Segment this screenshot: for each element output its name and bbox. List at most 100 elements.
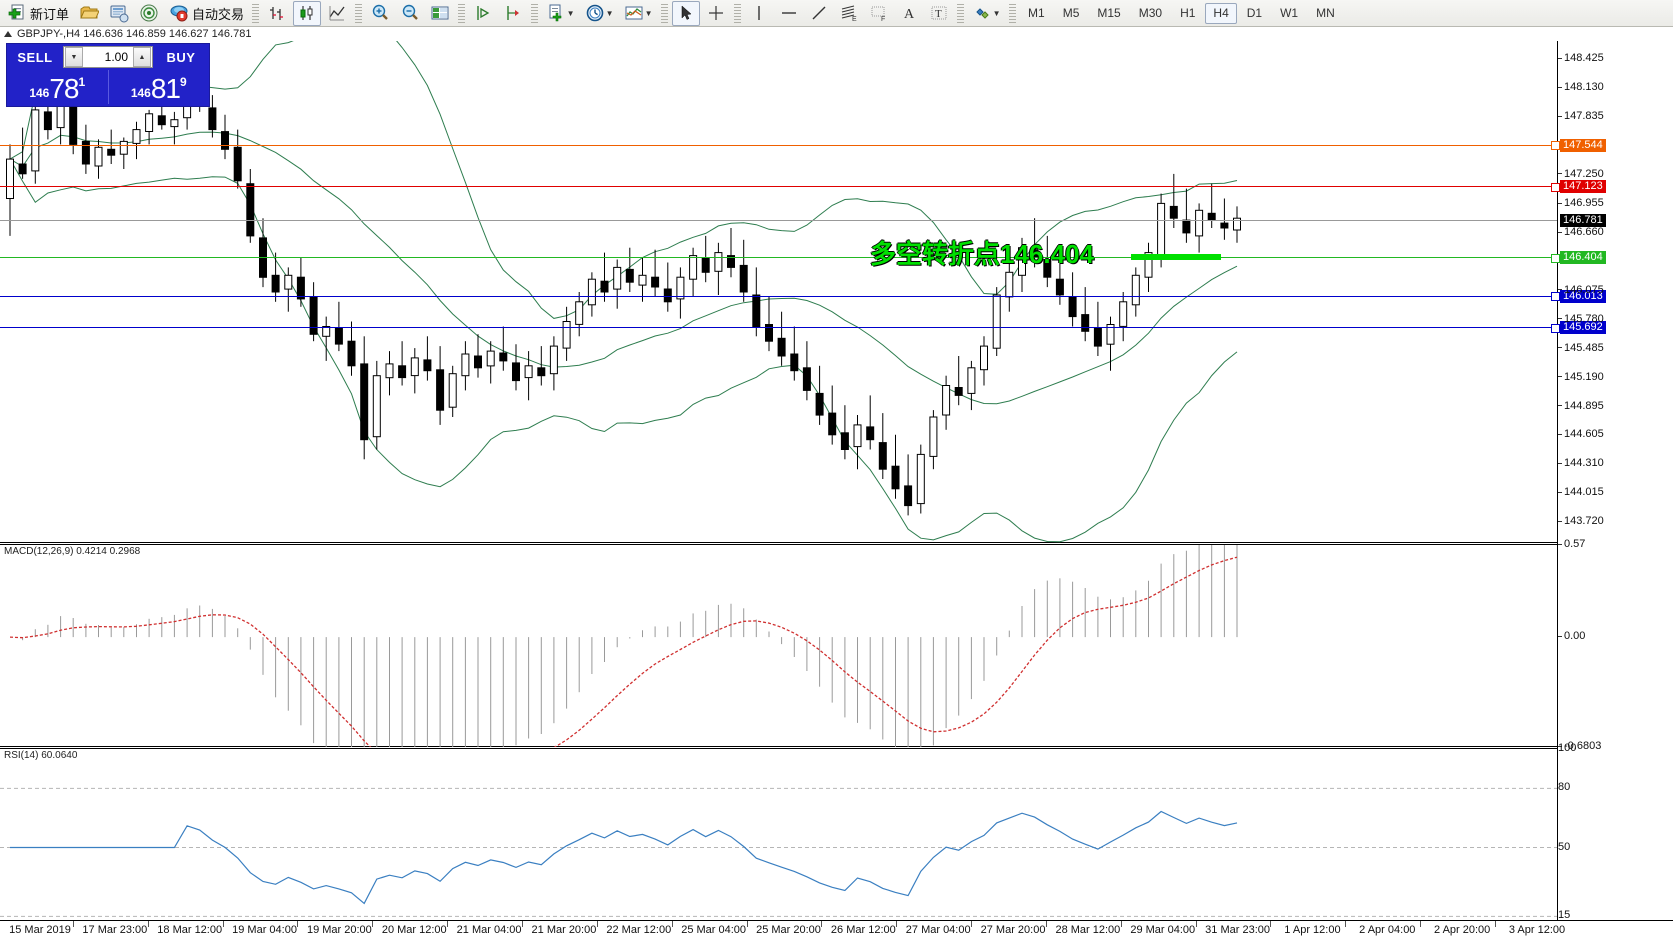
time-axis-label: 3 Apr 12:00 <box>1508 924 1566 936</box>
price-tick: 145.485 <box>1558 342 1604 354</box>
new-order-button[interactable]: 新订单 <box>3 1 73 26</box>
timeframe-mn[interactable]: MN <box>1316 5 1335 20</box>
text-button[interactable]: A <box>895 1 923 26</box>
price-tag-145.692[interactable]: 145.692 <box>1560 321 1606 335</box>
data-window-button[interactable] <box>426 1 454 26</box>
terminal-button[interactable] <box>105 1 133 26</box>
volume-increase-icon[interactable]: ▲ <box>133 47 151 67</box>
level-handle-146.404[interactable] <box>1551 253 1560 263</box>
sell-price[interactable]: 146 78 1 <box>7 70 109 104</box>
timeframe-m15[interactable]: M15 <box>1097 5 1121 20</box>
navigator-button[interactable] <box>135 1 163 26</box>
zoom-out-button[interactable] <box>396 1 424 26</box>
timeframe-m1[interactable]: M1 <box>1028 5 1045 20</box>
sell-button[interactable]: SELL <box>17 49 53 65</box>
buy-button[interactable]: BUY <box>166 49 196 65</box>
time-axis[interactable]: 15 Mar 2019 17 Mar 23:00 18 Mar 12:00 19 Ma… <box>0 920 1673 948</box>
shift-start-button[interactable] <box>469 1 497 26</box>
candlestick-chart-button[interactable] <box>293 0 322 26</box>
level-handle-145.692[interactable] <box>1551 323 1560 333</box>
level-line-146.013[interactable] <box>0 295 1557 297</box>
level-line-147.123[interactable] <box>0 186 1557 188</box>
svg-text:T: T <box>935 8 942 20</box>
timeframe-w1[interactable]: W1 <box>1280 5 1299 20</box>
text-label-button[interactable]: T <box>925 1 953 26</box>
one-click-trading-panel[interactable]: SELL ▼ 1.00 ▲ BUY 146 78 1 146 81 9 <box>6 43 210 107</box>
template-dropdown-arrow[interactable]: ▼ <box>566 8 575 18</box>
price-pane[interactable] <box>0 41 1557 543</box>
price-tag-146.013[interactable]: 146.013 <box>1560 289 1606 303</box>
macd-tick: -0.6803 <box>1558 740 1601 752</box>
crosshair-button[interactable] <box>702 1 730 26</box>
indicator-button[interactable]: ▼ <box>620 1 657 26</box>
level-line-147.544[interactable] <box>0 144 1557 146</box>
vertical-line-button[interactable] <box>745 1 773 26</box>
time-axis-label: 26 Mar 12:00 <box>830 924 896 936</box>
time-axis-label: 17 Mar 23:00 <box>82 924 148 936</box>
buy-price[interactable]: 146 81 9 <box>109 70 210 104</box>
period-button[interactable]: ▼ <box>581 1 618 26</box>
timeframe-d1[interactable]: D1 <box>1246 5 1263 20</box>
level-line-146.404[interactable] <box>0 257 1557 259</box>
volume-stepper[interactable]: ▼ 1.00 ▲ <box>63 46 153 68</box>
time-axis-tick <box>147 921 149 927</box>
timeframe-h1[interactable]: H1 <box>1180 5 1196 20</box>
level-handle-147.123[interactable] <box>1551 182 1560 192</box>
fibonacci-button[interactable]: E <box>835 1 863 26</box>
time-axis-label: 2 Apr 20:00 <box>1434 924 1491 936</box>
timeframe-m5[interactable]: M5 <box>1062 5 1080 20</box>
folder-button[interactable] <box>75 1 103 26</box>
price-tag-146.781[interactable]: 146.781 <box>1560 214 1606 227</box>
autotrading-button[interactable]: 自动交易 <box>165 1 248 26</box>
level-handle-147.544[interactable] <box>1551 141 1560 151</box>
price-tick: 146.660 <box>1558 226 1604 238</box>
price-tag-146.404[interactable]: 146.404 <box>1560 251 1606 265</box>
trendline-button[interactable] <box>805 1 833 26</box>
level-line-145.692[interactable] <box>0 327 1557 329</box>
timeframe-h4[interactable]: H4 <box>1205 2 1237 24</box>
chart-annotation-text: 多空转折点146.404 <box>870 239 1094 269</box>
buy-price-main: 81 <box>150 73 181 104</box>
bar-chart-button[interactable] <box>263 1 291 26</box>
cursor-button[interactable] <box>672 0 701 26</box>
candlestick-icon <box>297 3 317 23</box>
price-tick: 146.075 <box>1558 284 1604 296</box>
level-handle-146.013[interactable] <box>1551 292 1560 302</box>
zoom-in-icon <box>370 3 390 23</box>
indicator-dropdown-arrow[interactable]: ▼ <box>644 8 653 18</box>
collapse-triangle-icon[interactable] <box>4 31 12 37</box>
line-chart-icon <box>327 3 347 23</box>
main-toolbar: 新订单 <box>0 0 1673 27</box>
symbol-info-text: GBPJPY-,H4 146.636 146.859 146.627 146.7… <box>17 28 252 40</box>
objects-button[interactable]: ▼ <box>968 1 1005 26</box>
time-axis-label: 2 Apr 04:00 <box>1359 924 1416 936</box>
shift-end-button[interactable] <box>499 1 527 26</box>
price-tick: 148.130 <box>1558 81 1604 93</box>
time-axis-label: 20 Mar 12:00 <box>381 924 447 936</box>
objects-dropdown-arrow[interactable]: ▼ <box>992 8 1001 18</box>
time-axis-tick <box>746 921 748 927</box>
chart-window[interactable]: GBPJPY-,H4 146.636 146.859 146.627 146.7… <box>0 27 1673 951</box>
price-tick: 145.780 <box>1558 313 1604 325</box>
price-tick: 147.250 <box>1558 168 1604 180</box>
volume-value[interactable]: 1.00 <box>104 50 128 64</box>
template-button[interactable]: ▼ <box>542 1 579 26</box>
time-axis-label: 28 Mar 12:00 <box>1055 924 1121 936</box>
price-tick: 148.425 <box>1558 52 1604 64</box>
rsi-pane[interactable]: RSI(14) 60.0640 <box>0 748 1557 946</box>
price-tag-147.544[interactable]: 147.544 <box>1560 138 1606 152</box>
period-dropdown-arrow[interactable]: ▼ <box>605 8 614 18</box>
line-chart-button[interactable] <box>323 1 351 26</box>
price-tick-label: 148.425 <box>1564 52 1604 65</box>
macd-pane[interactable]: MACD(12,26,9) 0.4214 0.2968 <box>0 544 1557 747</box>
volume-decrease-icon[interactable]: ▼ <box>65 47 83 67</box>
fibo-fan-button[interactable]: F <box>865 1 893 26</box>
price-scale[interactable]: 147.544 147.123 146.781 146.404 146.013 145.6… <box>1557 41 1673 951</box>
time-axis-label: 25 Mar 04:00 <box>681 924 747 936</box>
zoom-in-button[interactable] <box>366 1 394 26</box>
price-tick-label: 145.485 <box>1564 341 1604 354</box>
timeframe-m30[interactable]: M30 <box>1138 5 1163 20</box>
macd-chart-svg <box>9 545 1238 747</box>
horizontal-line-button[interactable] <box>775 1 803 26</box>
price-tag-147.123[interactable]: 147.123 <box>1560 180 1606 194</box>
